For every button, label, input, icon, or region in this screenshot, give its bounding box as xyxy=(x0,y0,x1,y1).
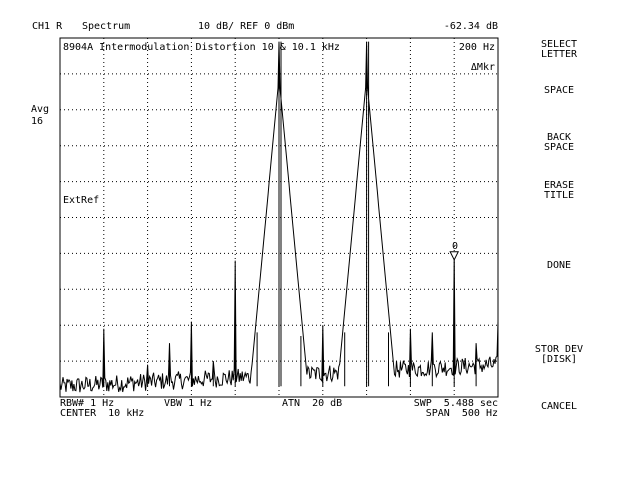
softkey-space[interactable]: SPACE xyxy=(508,86,610,96)
center-freq-label: CENTER 10 kHz xyxy=(60,408,145,419)
marker-group xyxy=(449,251,460,261)
softkey-back-space[interactable]: BACK SPACE xyxy=(508,133,610,153)
softkey-erase-title[interactable]: ERASE TITLE xyxy=(508,181,610,201)
marker-readout: -62.34 dB xyxy=(443,21,498,32)
sweep-time-label: SWP 5.488 sec xyxy=(413,398,498,409)
avg-label: Avg xyxy=(31,104,50,115)
softkey-label: ERASE xyxy=(543,180,575,191)
attenuation-label: ATN 20 dB xyxy=(282,398,343,409)
softkey-label: SPACE xyxy=(543,142,575,153)
softkey-label: DONE xyxy=(546,260,572,271)
channel-indicator: CH1 R xyxy=(32,21,63,32)
extref-label: ExtRef xyxy=(63,195,100,206)
softkey-select-letter[interactable]: SELECT LETTER xyxy=(508,40,610,60)
softkey-label: [DISK] xyxy=(540,354,578,365)
marker-offset: 200 Hz xyxy=(458,42,495,53)
spectrum-trace xyxy=(59,41,499,393)
rbw-label: RBW# 1 Hz xyxy=(60,398,115,409)
softkey-cancel[interactable]: CANCEL xyxy=(508,402,610,412)
mode-label: Spectrum xyxy=(82,21,131,32)
softkey-label: BACK xyxy=(546,132,572,143)
softkey-label: CANCEL xyxy=(540,401,578,412)
softkey-label: SPACE xyxy=(543,85,575,96)
marker-triangle-icon xyxy=(449,251,460,261)
softkey-label: LETTER xyxy=(540,49,578,60)
scale-ref-label: 10 dB/ REF 0 dBm xyxy=(198,21,295,32)
marker-label: 0 xyxy=(451,241,459,252)
plot-frame xyxy=(59,37,499,398)
plot-grid xyxy=(60,38,498,397)
plot-title: 8904A Intermodulation Distortion 10 & 10… xyxy=(63,42,340,53)
softkey-label: SELECT xyxy=(540,39,578,50)
softkey-stor-dev[interactable]: STOR DEV [DISK] xyxy=(508,345,610,365)
vbw-label: VBW 1 Hz xyxy=(164,398,213,409)
softkey-label: TITLE xyxy=(543,190,575,201)
marker-mode: ΔMkr xyxy=(470,62,495,73)
softkey-label: STOR DEV xyxy=(534,344,584,355)
softkey-done[interactable]: DONE xyxy=(508,261,610,271)
span-label: SPAN 500 Hz xyxy=(425,408,498,419)
avg-count: 16 xyxy=(31,116,44,127)
